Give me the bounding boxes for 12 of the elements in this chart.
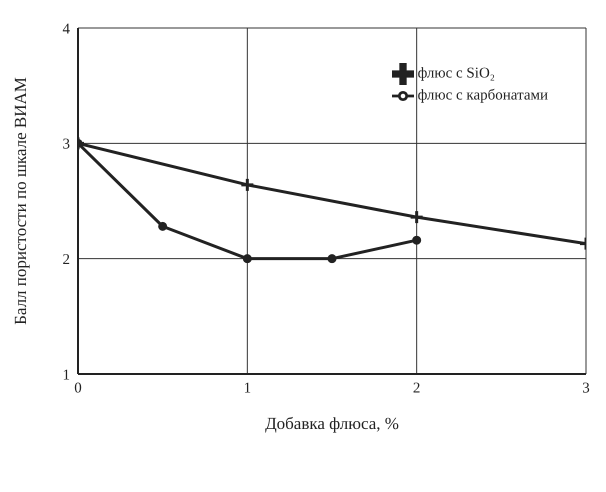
y-tick-label: 1	[62, 367, 70, 384]
y-tick-label: 2	[62, 252, 70, 268]
y-axis-title: Балл пористости по шкале ВИАМ	[11, 77, 30, 325]
x-tick-label: 1	[244, 380, 252, 397]
y-tick-label: 4	[62, 21, 70, 38]
legend-label: флюс с карбонатами	[418, 87, 548, 104]
x-tick-label: 0	[74, 380, 82, 397]
x-tick-label: 2	[412, 380, 420, 397]
legend-label: флюс с SiO₂	[418, 65, 496, 82]
y-tick-label: 3	[62, 136, 70, 153]
x-tick-label: 3	[582, 380, 590, 397]
x-axis-title: Добавка флюса, %	[265, 414, 399, 433]
